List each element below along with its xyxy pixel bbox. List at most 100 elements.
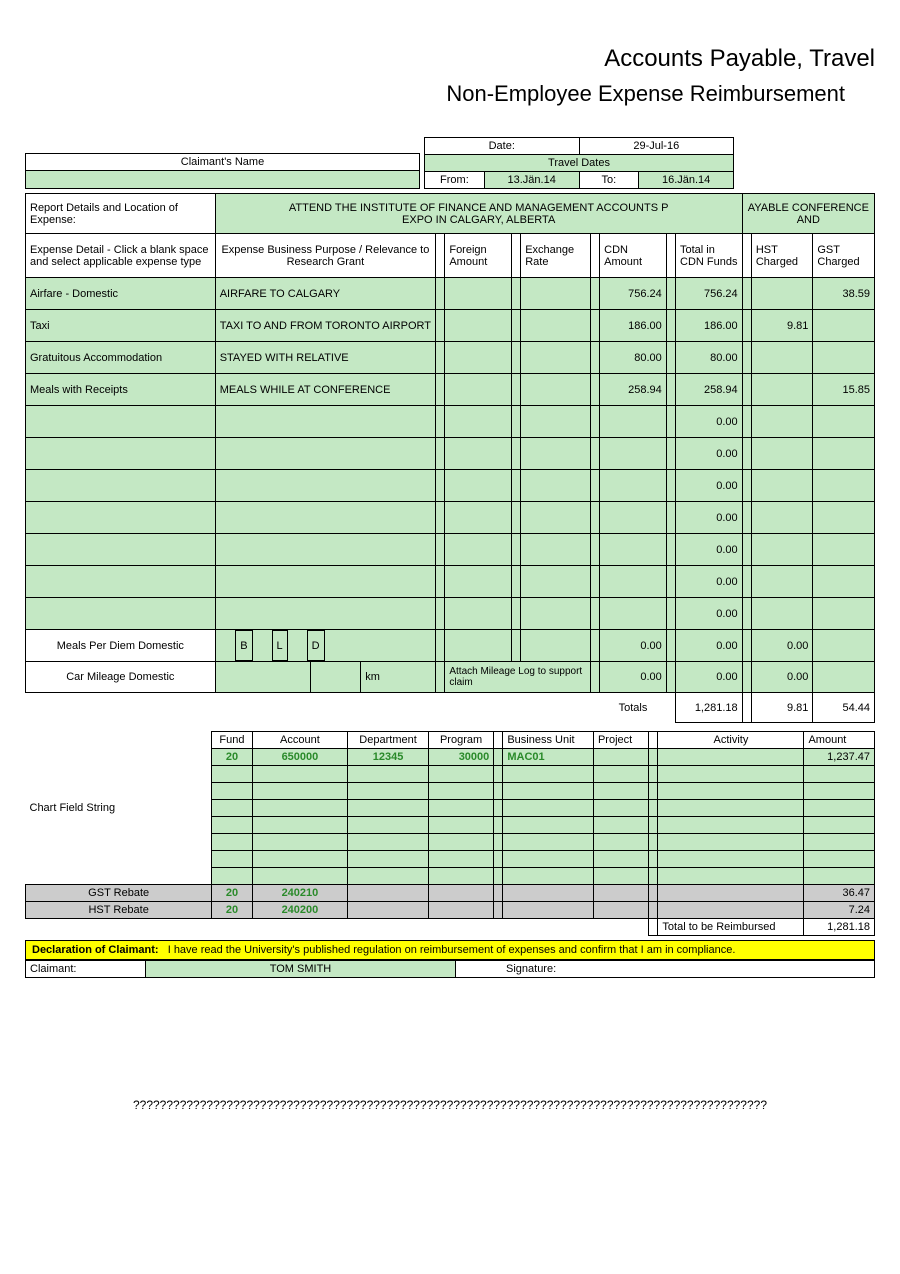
exp-hst[interactable] [751, 502, 813, 534]
claimant-sig-value[interactable]: TOM SMITH [146, 961, 456, 978]
exp-foreign[interactable] [445, 534, 512, 566]
exp-cdn[interactable] [600, 598, 667, 630]
exp-gst[interactable] [813, 470, 875, 502]
exp-detail[interactable]: Airfare - Domestic [26, 278, 216, 310]
cf-fund[interactable]: 20 [212, 749, 252, 766]
exp-foreign[interactable] [445, 566, 512, 598]
meals-bld[interactable]: B L D [215, 630, 435, 662]
exp-hst[interactable]: 9.81 [751, 310, 813, 342]
exp-gst[interactable] [813, 406, 875, 438]
exp-purpose[interactable]: MEALS WHILE AT CONFERENCE [215, 374, 435, 406]
exp-purpose[interactable] [215, 470, 435, 502]
exp-foreign[interactable] [445, 438, 512, 470]
exp-gst[interactable] [813, 566, 875, 598]
exp-foreign[interactable] [445, 502, 512, 534]
exp-foreign[interactable] [445, 310, 512, 342]
exp-detail[interactable] [26, 470, 216, 502]
exp-hst[interactable] [751, 566, 813, 598]
exp-detail[interactable] [26, 598, 216, 630]
cf-act[interactable] [658, 749, 804, 766]
col-total: Total in CDN Funds [676, 234, 743, 278]
exp-rate[interactable] [521, 566, 591, 598]
exp-detail[interactable]: Taxi [26, 310, 216, 342]
col-foreign: Foreign Amount [445, 234, 512, 278]
car-km-cell[interactable]: km [215, 662, 435, 693]
exp-detail[interactable]: Meals with Receipts [26, 374, 216, 406]
exp-purpose[interactable] [215, 406, 435, 438]
exp-rate[interactable] [521, 438, 591, 470]
col-purpose: Expense Business Purpose / Relevance to … [215, 234, 435, 278]
report-details-label: Report Details and Location of Expense: [26, 194, 216, 234]
exp-rate[interactable] [521, 374, 591, 406]
exp-hst[interactable] [751, 438, 813, 470]
exp-purpose[interactable]: STAYED WITH RELATIVE [215, 342, 435, 374]
expense-row: 0.00 [26, 566, 875, 598]
exp-rate[interactable] [521, 598, 591, 630]
exp-cdn[interactable] [600, 470, 667, 502]
exp-rate[interactable] [521, 470, 591, 502]
exp-foreign[interactable] [445, 598, 512, 630]
exp-purpose[interactable]: AIRFARE TO CALGARY [215, 278, 435, 310]
exp-purpose[interactable] [215, 502, 435, 534]
cf-bu[interactable]: MAC01 [503, 749, 594, 766]
exp-rate[interactable] [521, 278, 591, 310]
exp-foreign[interactable] [445, 278, 512, 310]
cf-account[interactable]: 650000 [252, 749, 348, 766]
exp-rate[interactable] [521, 502, 591, 534]
cf-dept[interactable]: 12345 [348, 749, 429, 766]
exp-gst[interactable] [813, 342, 875, 374]
exp-cdn[interactable] [600, 406, 667, 438]
from-value[interactable]: 13.Jän.14 [484, 172, 579, 189]
exp-cdn[interactable]: 756.24 [600, 278, 667, 310]
exp-foreign[interactable] [445, 406, 512, 438]
exp-foreign[interactable] [445, 342, 512, 374]
gst-rebate-label: GST Rebate [26, 885, 212, 902]
exp-cdn[interactable] [600, 438, 667, 470]
exp-cdn[interactable] [600, 534, 667, 566]
exp-foreign[interactable] [445, 374, 512, 406]
exp-detail[interactable]: Gratuitous Accommodation [26, 342, 216, 374]
exp-rate[interactable] [521, 534, 591, 566]
exp-hst[interactable] [751, 534, 813, 566]
exp-detail[interactable] [26, 406, 216, 438]
exp-purpose[interactable] [215, 438, 435, 470]
exp-cdn[interactable]: 80.00 [600, 342, 667, 374]
exp-hst[interactable] [751, 598, 813, 630]
exp-gst[interactable] [813, 502, 875, 534]
exp-gst[interactable] [813, 438, 875, 470]
meals-per-diem-label: Meals Per Diem Domestic [26, 630, 216, 662]
exp-cdn[interactable] [600, 566, 667, 598]
exp-detail[interactable] [26, 438, 216, 470]
exp-rate[interactable] [521, 406, 591, 438]
total-reimbursed-amt: 1,281.18 [804, 919, 875, 936]
exp-cdn[interactable] [600, 502, 667, 534]
exp-gst[interactable]: 38.59 [813, 278, 875, 310]
exp-purpose[interactable] [215, 534, 435, 566]
exp-hst[interactable] [751, 406, 813, 438]
exp-gst[interactable] [813, 534, 875, 566]
exp-rate[interactable] [521, 310, 591, 342]
exp-cdn[interactable]: 186.00 [600, 310, 667, 342]
exp-hst[interactable] [751, 374, 813, 406]
cf-proj[interactable] [593, 749, 648, 766]
to-value[interactable]: 16.Jän.14 [639, 172, 734, 189]
exp-hst[interactable] [751, 278, 813, 310]
cf-col-amt: Amount [804, 732, 875, 749]
exp-foreign[interactable] [445, 470, 512, 502]
exp-purpose[interactable] [215, 566, 435, 598]
exp-detail[interactable] [26, 534, 216, 566]
car-cdn: 0.00 [600, 662, 667, 693]
exp-hst[interactable] [751, 342, 813, 374]
exp-cdn[interactable]: 258.94 [600, 374, 667, 406]
exp-purpose[interactable] [215, 598, 435, 630]
claimant-name-value[interactable] [26, 171, 420, 189]
cf-prog[interactable]: 30000 [428, 749, 493, 766]
exp-detail[interactable] [26, 502, 216, 534]
exp-gst[interactable] [813, 598, 875, 630]
exp-rate[interactable] [521, 342, 591, 374]
exp-gst[interactable] [813, 310, 875, 342]
exp-purpose[interactable]: TAXI TO AND FROM TORONTO AIRPORT [215, 310, 435, 342]
exp-hst[interactable] [751, 470, 813, 502]
exp-gst[interactable]: 15.85 [813, 374, 875, 406]
exp-detail[interactable] [26, 566, 216, 598]
